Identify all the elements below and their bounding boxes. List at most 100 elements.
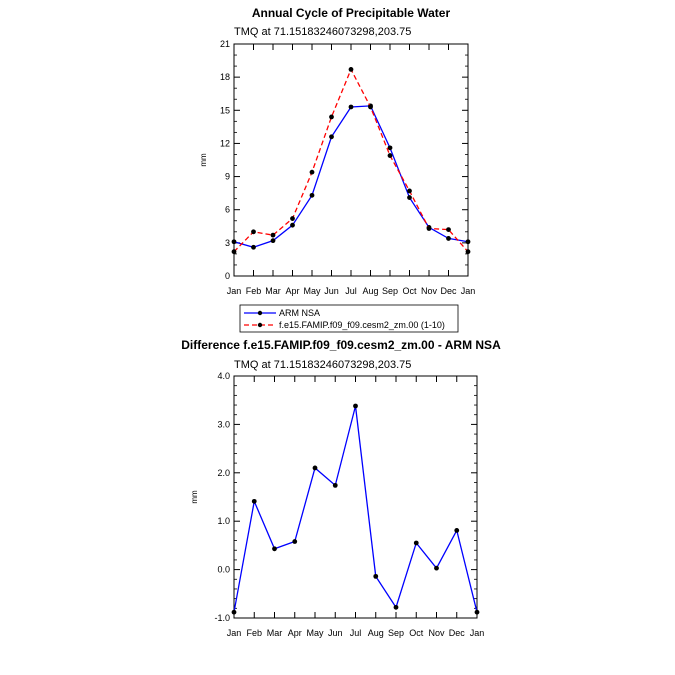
chart2-ylabel: mm	[190, 490, 199, 504]
chart1-xtick-label: Aug	[362, 286, 378, 296]
chart2-series-0-point	[312, 465, 318, 471]
chart2-xtick-label: Nov	[428, 628, 445, 638]
chart1-series-1-point	[231, 249, 237, 255]
chart2-xtick-label: Dec	[449, 628, 466, 638]
chart1-xtick-label: Oct	[402, 286, 417, 296]
chart2-series	[231, 403, 480, 615]
chart2-series-0-point	[434, 565, 439, 571]
chart2-series-0-point	[231, 609, 237, 615]
chart2-series-0-point	[272, 546, 277, 552]
legend-label-model: f.e15.FAMIP.f09_f09.cesm2_zm.00 (1-10)	[279, 320, 445, 330]
chart1-series-0-point	[231, 239, 237, 245]
chart2-xtick-label: Mar	[267, 628, 283, 638]
chart2-xtick-label: Jul	[350, 628, 362, 638]
chart2-ytick-label: 4.0	[217, 371, 230, 381]
chart-difference: Difference f.e15.FAMIP.f09_f09.cesm2_zm.…	[181, 338, 501, 638]
chart1-title: Annual Cycle of Precipitable Water	[252, 6, 451, 20]
chart2-xtick-label: Feb	[246, 628, 262, 638]
chart1-ylabel: mm	[199, 153, 208, 167]
chart1-xtick-label: Apr	[285, 286, 299, 296]
chart1-ytick-label: 18	[220, 72, 230, 82]
legend-box	[239, 304, 459, 333]
chart1-series-0-point	[465, 239, 471, 245]
chart1-ytick-label: 21	[220, 39, 230, 49]
chart1-ytick-label: 15	[220, 105, 230, 115]
chart1-axes: 0 3 6 9 12 15 18 21 Jan Feb Mar Apr May Jun Jul Aug Sep O…	[220, 39, 475, 296]
chart-precipitable-water: Annual Cycle of Precipitable Water TMQ a…	[199, 6, 475, 333]
chart1-series-1-point	[348, 67, 354, 72]
chart1-series-0-point	[290, 222, 295, 228]
chart2-series-0-point	[353, 403, 358, 409]
chart2-series-0-point	[393, 604, 399, 610]
chart1-series-0-point	[407, 195, 412, 200]
chart1-series-1-point	[251, 229, 256, 235]
chart1-xtick-label: Jan	[461, 286, 476, 296]
chart1-series-0-point	[387, 145, 393, 151]
chart1-series-1-point	[446, 227, 451, 233]
legend-marker-arm	[257, 310, 263, 316]
chart2-xtick-label: May	[306, 628, 324, 638]
chart2-xtick-label: Apr	[288, 628, 302, 638]
chart1-series-1-point	[309, 169, 315, 175]
chart1-series-1-point	[387, 153, 393, 158]
chart1-xtick-label: Jun	[324, 286, 339, 296]
chart2-ytick-label: 1.0	[217, 516, 230, 526]
chart1-series-0-point	[270, 238, 276, 244]
chart1-ytick-label: 0	[225, 271, 230, 281]
chart2-series-0-point	[373, 573, 379, 579]
chart1-subtitle: TMQ at 71.15183246073298,203.75	[234, 26, 411, 38]
chart2-series-0-point	[292, 539, 298, 544]
chart1-series-0-point	[348, 104, 354, 110]
chart2-series-0-point	[413, 540, 419, 546]
chart1-xtick-label: Jul	[345, 286, 357, 296]
chart1-xtick-label: Dec	[440, 286, 457, 296]
chart1-xtick-label: Mar	[265, 286, 281, 296]
chart2-xtick-label: Aug	[368, 628, 384, 638]
chart1-series-0-point	[309, 192, 315, 198]
chart1-series-1-point	[407, 188, 412, 194]
chart2-subtitle: TMQ at 71.15183246073298,203.75	[234, 359, 411, 371]
chart1-series-line-0	[233, 105, 469, 248]
chart1-ytick-label: 6	[225, 205, 230, 215]
chart1-series	[231, 67, 471, 255]
chart1-legend: ARM NSA f.e15.FAMIP.f09_f09.cesm2_zm.00 …	[239, 304, 459, 333]
chart1-ytick-label: 3	[225, 238, 230, 248]
chart1-series-1-point	[329, 114, 334, 120]
legend-marker-model	[257, 322, 263, 328]
chart1-series-1-point	[290, 216, 295, 221]
chart2-series-line-0	[233, 405, 478, 613]
chart2-xtick-label: Jan	[227, 628, 242, 638]
chart1-xtick-label: May	[303, 286, 321, 296]
chart2-ytick-label: -1.0	[214, 613, 230, 623]
chart1-series-1-point	[426, 226, 432, 231]
chart2-xtick-label: Jun	[328, 628, 343, 638]
chart2-series-0-point	[251, 498, 257, 504]
chart1-xtick-label: Jan	[227, 286, 242, 296]
chart1-series-1-point	[465, 249, 471, 255]
chart2-axes: -1.0 0.0 1.0 2.0 3.0 4.0 Jan Feb Mar Apr May Jun Jul…	[214, 371, 484, 638]
chart1-plot-frame	[233, 43, 469, 277]
chart2-title: Difference f.e15.FAMIP.f09_f09.cesm2_zm.…	[181, 338, 501, 352]
chart1-series-0-point	[446, 236, 451, 241]
chart1-xtick-label: Sep	[382, 286, 398, 296]
chart1-series-line-1	[233, 67, 469, 253]
chart1-xtick-label: Nov	[421, 286, 438, 296]
chart2-plot-frame	[233, 375, 478, 619]
chart2-xtick-label: Jan	[470, 628, 485, 638]
chart1-series-1-point	[270, 232, 276, 238]
chart1-series-0-point	[251, 244, 256, 250]
chart2-series-0-point	[332, 482, 338, 488]
chart2-ytick-label: 3.0	[217, 419, 230, 429]
chart2-xtick-label: Sep	[388, 628, 404, 638]
chart1-xtick-label: Feb	[246, 286, 262, 296]
chart2-series-0-point	[454, 527, 460, 533]
chart1-series-1-point	[368, 104, 373, 110]
chart1-ytick-label: 12	[220, 138, 230, 148]
chart2-ytick-label: 0.0	[217, 565, 230, 575]
chart1-series-0-point	[329, 134, 334, 140]
chart2-ytick-label: 2.0	[217, 468, 230, 478]
chart1-ytick-label: 9	[225, 172, 230, 182]
legend-label-arm: ARM NSA	[279, 308, 320, 318]
chart2-series-0-point	[474, 609, 480, 615]
